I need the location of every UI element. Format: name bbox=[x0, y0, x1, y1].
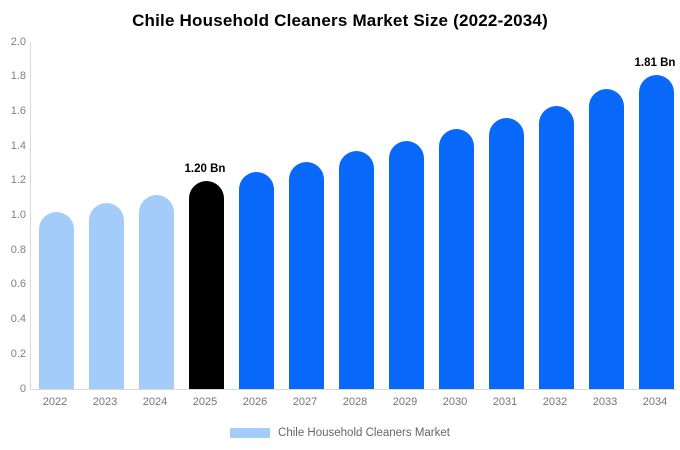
bar-2033[interactable] bbox=[588, 88, 624, 389]
x-tick-label-2027: 2027 bbox=[292, 396, 318, 408]
chart-title: Chile Household Cleaners Market Size (20… bbox=[132, 11, 548, 30]
bar-2023[interactable] bbox=[88, 203, 124, 389]
x-tick-label-2028: 2028 bbox=[342, 396, 368, 408]
bar-2028[interactable] bbox=[338, 151, 374, 389]
legend-label: Chile Household Cleaners Market bbox=[278, 427, 450, 439]
bar-2034[interactable] bbox=[638, 74, 674, 389]
bar-2029[interactable] bbox=[388, 140, 424, 389]
bar-2026[interactable] bbox=[238, 172, 274, 389]
x-tick-label-2034: 2034 bbox=[642, 396, 668, 408]
y-tick-label: 1.4 bbox=[10, 139, 26, 152]
bar-2025[interactable] bbox=[188, 180, 224, 389]
x-tick-label-2033: 2033 bbox=[592, 396, 618, 408]
x-tick-label-2025: 2025 bbox=[192, 396, 218, 408]
bar-2027[interactable] bbox=[288, 161, 324, 389]
x-tick-label-2023: 2023 bbox=[92, 396, 118, 408]
x-tick-label-2029: 2029 bbox=[392, 396, 418, 408]
x-tick-label-2024: 2024 bbox=[142, 396, 168, 408]
y-tick-label: 1.8 bbox=[10, 70, 26, 83]
bar-2022[interactable] bbox=[38, 212, 74, 389]
x-tick-label-2026: 2026 bbox=[242, 396, 268, 408]
y-tick-label: 0.4 bbox=[10, 313, 26, 326]
y-tick-label: 0.2 bbox=[10, 347, 26, 360]
y-tick-label: 2.0 bbox=[10, 35, 26, 48]
data-label-2034: 1.81 Bn bbox=[634, 56, 676, 69]
legend[interactable]: Chile Household Cleaners Market bbox=[0, 427, 680, 439]
bar-2024[interactable] bbox=[138, 194, 174, 389]
y-tick-label: 1.0 bbox=[10, 209, 26, 221]
data-label-2025: 1.20 Bn bbox=[184, 162, 226, 175]
x-tick-label-2032: 2032 bbox=[542, 396, 568, 408]
x-tick-label-2030: 2030 bbox=[442, 396, 468, 408]
legend-swatch bbox=[230, 428, 271, 438]
bar-2030[interactable] bbox=[438, 128, 474, 389]
x-tick-label-2031: 2031 bbox=[492, 396, 518, 408]
plot-area bbox=[30, 42, 676, 390]
y-tick-label: 0 bbox=[19, 382, 26, 395]
x-tick-label-2022: 2022 bbox=[42, 396, 68, 408]
bar-2032[interactable] bbox=[538, 106, 574, 389]
bar-2031[interactable] bbox=[488, 118, 524, 389]
y-tick-label: 0.6 bbox=[10, 278, 26, 291]
y-tick-label: 0.8 bbox=[10, 243, 26, 256]
y-tick-label: 1.6 bbox=[10, 104, 26, 117]
y-tick-label: 1.2 bbox=[10, 174, 26, 187]
